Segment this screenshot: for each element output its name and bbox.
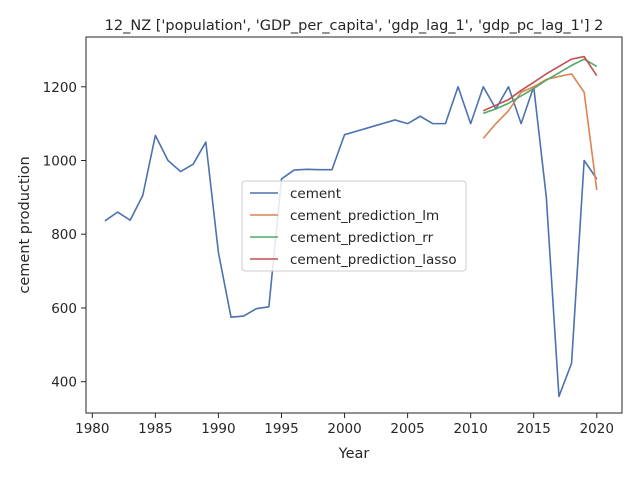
x-tick-label: 2005	[390, 421, 424, 437]
y-axis: 400 600 800 1000 1200	[43, 80, 86, 391]
plot-frame	[85, 36, 623, 414]
x-tick-label: 1995	[264, 421, 298, 437]
series-line-cement-prediction-rr	[483, 58, 598, 115]
x-tick-label: 2020	[580, 421, 614, 437]
chart-title: 12_NZ ['population', 'GDP_per_capita', '…	[105, 18, 604, 34]
x-axis-label: Year	[338, 446, 370, 462]
series-line-cement-prediction-lm	[482, 73, 598, 191]
y-tick-label: 800	[51, 227, 77, 243]
plot-area	[104, 55, 598, 398]
legend-label: cement_prediction_lm	[290, 208, 439, 224]
legend-label: cement_prediction_lasso	[290, 252, 457, 268]
x-tick-label: 2000	[327, 421, 361, 437]
x-tick-label: 2010	[453, 421, 487, 437]
series-line-cement-prediction-lasso	[482, 55, 598, 112]
y-tick-label: 1000	[43, 153, 77, 169]
x-tick-label: 1990	[201, 421, 235, 437]
y-tick-label: 400	[51, 375, 77, 391]
legend-label: cement_prediction_rr	[290, 230, 434, 246]
series-line-cement	[104, 85, 598, 398]
x-axis: 1980 1985 1990 1995 2000 2005 2010 2015 2020	[75, 413, 614, 437]
legend-box	[241, 180, 467, 272]
x-tick-label: 1985	[138, 421, 172, 437]
y-axis-label: cement production	[17, 156, 33, 293]
x-tick-label: 1980	[75, 421, 109, 437]
y-tick-label: 1200	[43, 80, 77, 96]
y-tick-label: 600	[51, 301, 77, 317]
x-tick-label: 2015	[517, 421, 551, 437]
legend-label: cement	[290, 186, 341, 202]
legend: cement cement_prediction_lm cement_predict…	[241, 180, 467, 272]
